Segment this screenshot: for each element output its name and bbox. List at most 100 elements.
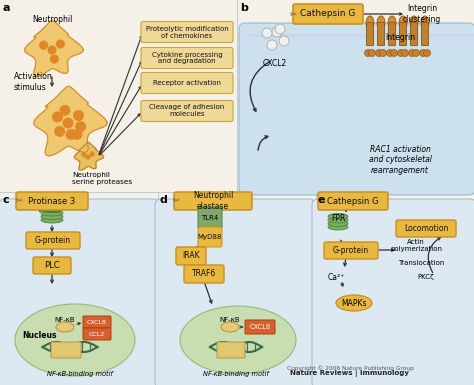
Text: Cathepsin G: Cathepsin G: [301, 10, 356, 18]
Ellipse shape: [388, 16, 396, 30]
Circle shape: [275, 24, 285, 34]
Text: d: d: [160, 195, 168, 205]
Circle shape: [48, 46, 56, 54]
Circle shape: [86, 155, 90, 159]
FancyBboxPatch shape: [312, 199, 474, 385]
Circle shape: [40, 41, 47, 49]
Ellipse shape: [221, 322, 239, 332]
Ellipse shape: [41, 210, 63, 216]
Text: MAPKs: MAPKs: [341, 298, 367, 308]
Text: IRAK: IRAK: [182, 251, 200, 261]
FancyBboxPatch shape: [318, 192, 388, 210]
FancyBboxPatch shape: [396, 220, 456, 237]
FancyBboxPatch shape: [366, 22, 374, 45]
Ellipse shape: [336, 295, 372, 311]
FancyBboxPatch shape: [198, 207, 222, 229]
FancyBboxPatch shape: [141, 100, 233, 122]
Circle shape: [267, 40, 277, 50]
Ellipse shape: [15, 304, 135, 376]
Text: Nucleus: Nucleus: [22, 330, 56, 340]
Text: NF-κB-binding motif: NF-κB-binding motif: [47, 371, 113, 377]
Text: b: b: [240, 3, 248, 13]
Circle shape: [262, 28, 272, 38]
FancyBboxPatch shape: [389, 22, 395, 45]
Circle shape: [66, 130, 76, 139]
Ellipse shape: [328, 214, 348, 219]
Circle shape: [56, 40, 64, 48]
FancyBboxPatch shape: [377, 22, 384, 45]
Text: CCL2: CCL2: [89, 331, 105, 336]
Circle shape: [398, 50, 404, 57]
Circle shape: [391, 50, 398, 57]
Ellipse shape: [366, 16, 374, 30]
Text: NF-κB-binding motif: NF-κB-binding motif: [203, 371, 269, 377]
Circle shape: [53, 112, 62, 122]
Text: Translocation: Translocation: [398, 260, 444, 266]
Text: Cathepsin G: Cathepsin G: [327, 196, 379, 206]
Text: NF-κB: NF-κB: [219, 317, 240, 323]
Circle shape: [401, 50, 409, 57]
Text: MyD88: MyD88: [198, 234, 222, 240]
Circle shape: [419, 50, 427, 57]
FancyBboxPatch shape: [155, 199, 315, 385]
Ellipse shape: [421, 16, 429, 30]
Text: PLC: PLC: [44, 261, 60, 270]
Circle shape: [386, 50, 393, 57]
Ellipse shape: [328, 224, 348, 230]
Text: G-protein: G-protein: [333, 246, 369, 255]
Text: RAC1 activation
and cytoskeletal
rearrangement: RAC1 activation and cytoskeletal rearran…: [369, 145, 431, 175]
Text: a: a: [3, 3, 10, 13]
FancyBboxPatch shape: [293, 4, 363, 24]
Text: CXCL8: CXCL8: [87, 320, 107, 325]
FancyBboxPatch shape: [0, 199, 159, 385]
FancyBboxPatch shape: [26, 232, 80, 249]
Circle shape: [279, 36, 289, 46]
Text: CXCL2: CXCL2: [263, 59, 287, 68]
FancyBboxPatch shape: [141, 22, 233, 42]
FancyBboxPatch shape: [16, 192, 88, 210]
Text: c: c: [3, 195, 9, 205]
Circle shape: [409, 50, 416, 57]
FancyBboxPatch shape: [51, 342, 81, 358]
FancyBboxPatch shape: [83, 328, 111, 340]
Ellipse shape: [399, 16, 407, 30]
Ellipse shape: [180, 306, 296, 374]
Text: Receptor activation: Receptor activation: [153, 80, 221, 86]
Text: Proteolytic modification
of chemokines: Proteolytic modification of chemokines: [146, 25, 228, 38]
Ellipse shape: [328, 217, 348, 223]
Circle shape: [375, 50, 383, 57]
Text: Ca²⁺: Ca²⁺: [328, 273, 345, 281]
Text: Protinase 3: Protinase 3: [28, 196, 76, 206]
Text: ✂: ✂: [173, 196, 180, 206]
FancyBboxPatch shape: [217, 342, 245, 358]
Text: ✂: ✂: [16, 196, 22, 206]
FancyBboxPatch shape: [198, 227, 222, 247]
Ellipse shape: [410, 16, 418, 30]
Circle shape: [272, 27, 282, 37]
Text: G-protein: G-protein: [35, 236, 71, 245]
Circle shape: [60, 105, 70, 115]
Text: Locomotion: Locomotion: [404, 224, 448, 233]
FancyBboxPatch shape: [176, 247, 206, 265]
FancyBboxPatch shape: [83, 316, 111, 328]
Circle shape: [380, 50, 386, 57]
Text: Copyright © 2006 Nature Publishing Group: Copyright © 2006 Nature Publishing Group: [287, 365, 413, 371]
Ellipse shape: [41, 206, 63, 213]
FancyBboxPatch shape: [421, 22, 428, 45]
Ellipse shape: [41, 214, 63, 219]
Polygon shape: [74, 142, 104, 170]
FancyBboxPatch shape: [324, 242, 378, 259]
Circle shape: [63, 118, 73, 128]
Polygon shape: [25, 21, 83, 76]
Text: TRAF6: TRAF6: [192, 270, 216, 278]
Circle shape: [365, 50, 372, 57]
Text: CXCL8: CXCL8: [249, 324, 271, 330]
Text: Neutrophil
elastase: Neutrophil elastase: [193, 191, 233, 211]
FancyBboxPatch shape: [245, 320, 275, 334]
Circle shape: [72, 130, 82, 139]
Circle shape: [90, 152, 94, 156]
Ellipse shape: [41, 217, 63, 223]
Text: ✂: ✂: [290, 10, 297, 20]
FancyBboxPatch shape: [400, 22, 407, 45]
FancyBboxPatch shape: [33, 257, 71, 274]
